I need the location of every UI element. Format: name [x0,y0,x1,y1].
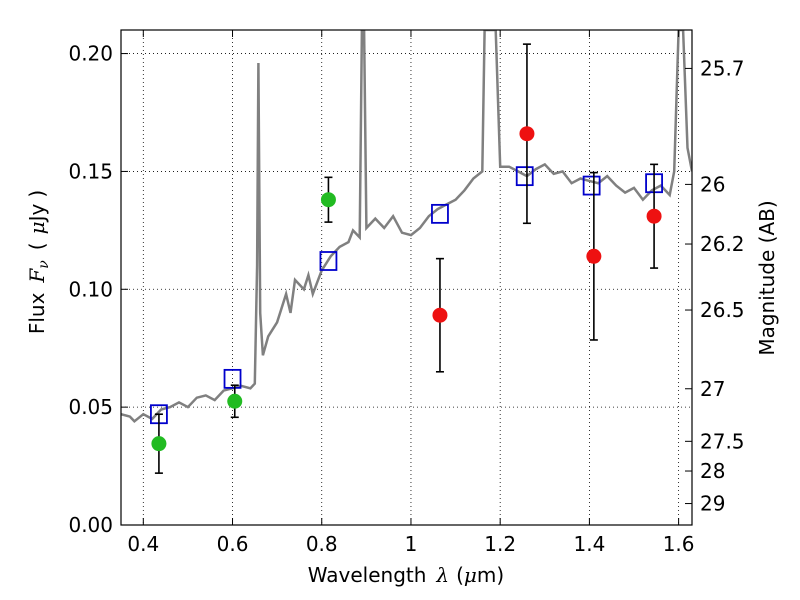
right-tick-label: 26.5 [700,298,745,322]
detection-point [646,208,662,224]
x-axis-label-prefix: Wavelength [308,563,427,587]
y-tick-label: 0.15 [68,159,113,183]
x-tick-label: 1.6 [663,532,695,556]
detection-point [519,126,535,142]
x-tick-label: 0.6 [217,532,249,556]
y-axis-label-prefix: Flux [25,292,49,334]
y-tick-label: 0.00 [68,513,113,537]
right-tick-label: 26 [700,172,725,196]
x-tick-label: 1.4 [573,532,605,556]
model-photometry-markers [150,166,663,425]
y-axis-label-var: F [25,268,49,284]
x-axis-label-close: ) [496,563,504,587]
error-bars [154,43,659,474]
right-axis-ticks: 25.7 26 26.2 26.5 27 27.5 28 29 [685,56,745,516]
right-tick-label: 26.2 [700,232,745,256]
right-tick-label: 28 [700,459,725,483]
y-axis-label-unit: Jy [25,203,49,223]
x-axis-ticks: 0.4 0.6 0.8 1 1.2 1.4 1.6 [127,30,695,556]
x-axis-label: Wavelength λ (μm) [308,563,504,587]
right-tick-label: 27 [700,377,725,401]
right-tick-label: 25.7 [700,56,745,80]
y-axis-label: Flux Fν ( μJy) [25,190,52,334]
x-tick-label: 0.4 [127,532,159,556]
right-axis-label: Magnitude (AB) [755,200,779,355]
model-photometry-square [223,368,242,389]
y-tick-label: 0.05 [68,395,113,419]
spectrum-line [121,30,692,423]
y-tick-label: 0.10 [68,277,113,301]
detection-point [227,393,243,409]
detection-point [320,192,336,208]
x-tick-label: 1 [405,532,418,556]
y-axis-label-open: ( [25,242,49,250]
model-photometry-square [319,251,338,271]
right-tick-label: 27.5 [700,429,745,453]
y-axis-label-close: ) [25,190,49,198]
model-photometry-square [431,203,449,224]
x-axis-label-unit: m [477,563,496,587]
detection-point [151,436,167,452]
right-tick-label: 29 [700,492,725,516]
grid-lines [121,30,692,526]
model-photometry-square [515,166,534,187]
x-tick-label: 1.2 [484,532,516,556]
detection-point [586,248,602,264]
x-axis-label-open: ( [456,563,464,587]
y-tick-label: 0.20 [68,42,113,66]
plot-frame [120,29,693,526]
x-axis-label-unit-sym: μ [464,563,477,587]
y-axis-label-unit-sym: μ [25,221,49,234]
x-tick-label: 0.8 [306,532,338,556]
x-axis-label-var: λ [435,563,449,587]
y-axis-label-sub: ν [36,260,52,269]
model-photometry-square [582,175,601,196]
y-axis-ticks: 0.00 0.05 0.10 0.15 0.20 [68,42,128,537]
detection-point [432,307,448,323]
detection-markers [151,126,662,452]
